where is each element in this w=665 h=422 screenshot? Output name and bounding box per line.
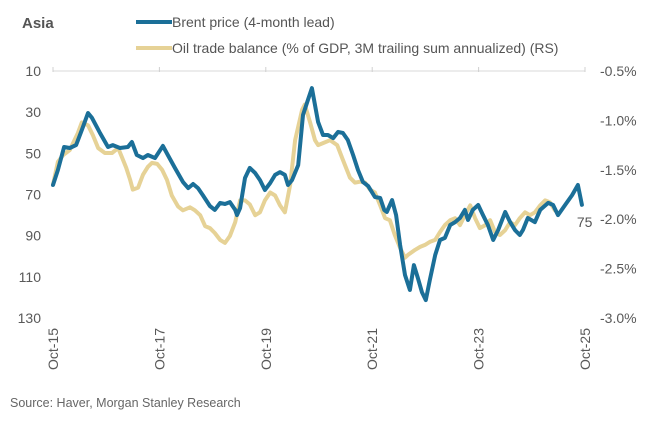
y-left-tick-label: 110 (19, 269, 42, 285)
y-right-tick-label: -1.0% (600, 112, 637, 128)
x-tick-label: Oct-23 (471, 328, 487, 370)
series-line-oil-balance (51, 102, 557, 260)
y-left-tick-label: 10 (25, 63, 41, 79)
y-right-tick-label: -3.0% (600, 310, 637, 326)
source-note: Source: Haver, Morgan Stanley Research (10, 396, 241, 410)
x-tick-label: Oct-25 (577, 328, 593, 370)
y-left-tick-label: 30 (25, 104, 41, 120)
x-tick-label: Oct-17 (151, 328, 167, 370)
y-right-tick-label: -1.5% (600, 162, 637, 178)
x-axis-ticks: Oct-15 Oct-17 Oct-19 Oct-21 Oct-23 Oct-25 (45, 67, 593, 370)
y-right-tick-label: -2.0% (600, 211, 637, 227)
y-axis-right: -0.5% -1.0% -1.5% -2.0% -2.5% -3.0% (600, 63, 637, 326)
series-line-brent (51, 86, 584, 303)
legend-label-brent: Brent price (4-month lead) (172, 14, 335, 30)
x-tick-label: Oct-21 (364, 328, 380, 370)
x-tick-label: Oct-19 (258, 328, 274, 370)
legend: Brent price (4-month lead) Oil trade bal… (136, 14, 558, 56)
y-left-tick-label: 70 (25, 187, 41, 203)
chart-title: Asia (22, 15, 54, 32)
y-left-tick-label: 90 (25, 228, 41, 244)
legend-label-oil-balance: Oil trade balance (% of GDP, 3M trailing… (172, 40, 558, 56)
y-axis-left: 10 30 50 70 90 110 130 (18, 63, 42, 326)
y-right-tick-label: -2.5% (600, 261, 637, 277)
y-left-tick-label: 130 (18, 310, 42, 326)
series-layer (51, 86, 584, 303)
y-left-tick-label: 50 (25, 145, 41, 161)
y-right-tick-label: -0.5% (600, 63, 637, 79)
x-tick-label: Oct-15 (45, 328, 61, 370)
brent-end-value-label: 75 (577, 214, 593, 230)
